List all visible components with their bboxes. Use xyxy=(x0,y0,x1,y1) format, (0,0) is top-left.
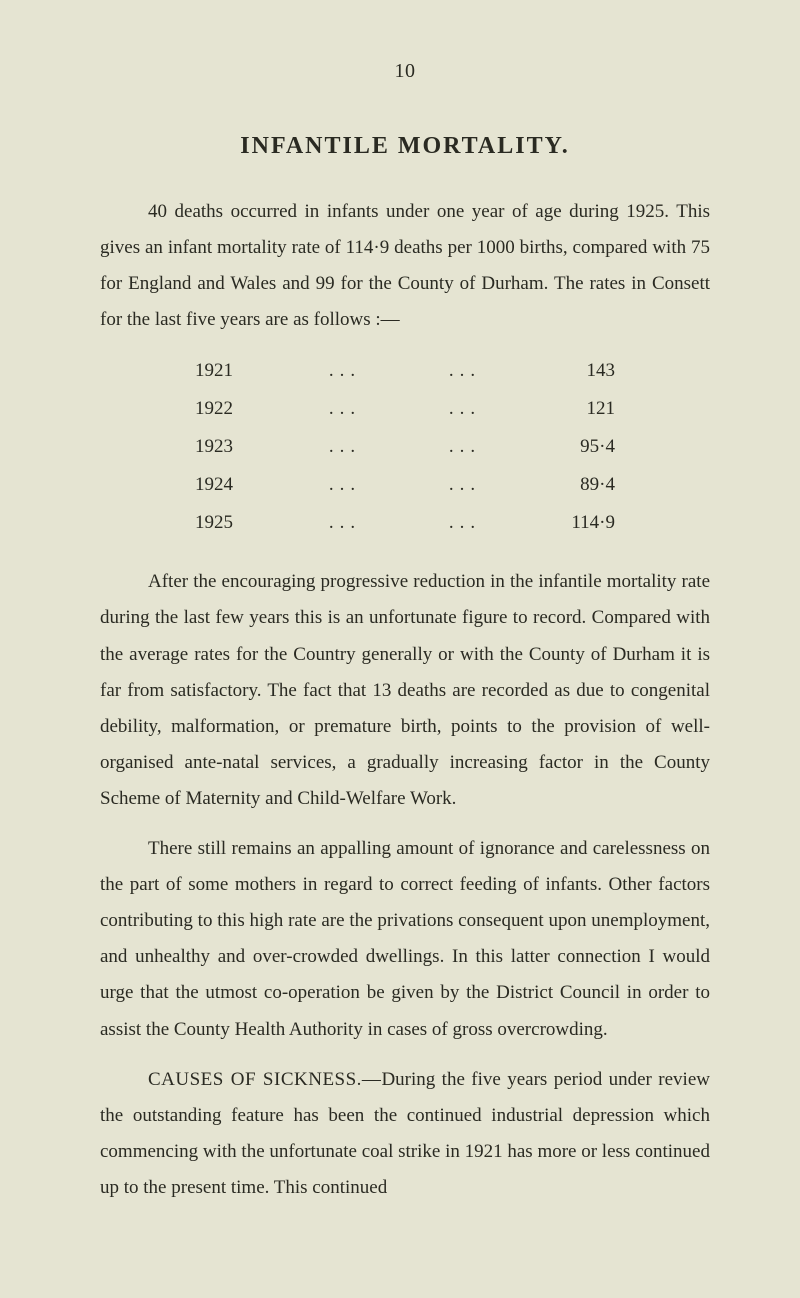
dots-cell: ... xyxy=(285,466,405,504)
document-page: 10 INFANTILE MORTALITY. 40 deaths occurr… xyxy=(0,0,800,1298)
value-cell: 89·4 xyxy=(525,466,615,504)
dots-cell: ... xyxy=(285,390,405,428)
value-cell: 143 xyxy=(525,352,615,390)
year-cell: 1924 xyxy=(195,466,285,504)
dots-cell: ... xyxy=(405,466,525,504)
mortality-rate-table: 1921 ... ... 143 1922 ... ... 121 1923 .… xyxy=(100,352,710,542)
paragraph-4: CAUSES OF SICKNESS.—During the five year… xyxy=(100,1062,710,1206)
dots-cell: ... xyxy=(285,428,405,466)
table-row: 1921 ... ... 143 xyxy=(100,352,710,390)
page-number: 10 xyxy=(100,60,710,83)
paragraph-1: 40 deaths occurred in infants under one … xyxy=(100,194,710,338)
paragraph-2: After the encouraging progressive reduct… xyxy=(100,564,710,817)
dots-cell: ... xyxy=(405,428,525,466)
value-cell: 121 xyxy=(525,390,615,428)
section-title: INFANTILE MORTALITY. xyxy=(100,133,710,160)
paragraph-3: There still remains an appalling amount … xyxy=(100,831,710,1048)
year-cell: 1925 xyxy=(195,504,285,542)
dots-cell: ... xyxy=(405,504,525,542)
table-row: 1925 ... ... 114·9 xyxy=(100,504,710,542)
table-row: 1922 ... ... 121 xyxy=(100,390,710,428)
year-cell: 1922 xyxy=(195,390,285,428)
dots-cell: ... xyxy=(285,352,405,390)
dots-cell: ... xyxy=(405,352,525,390)
dots-cell: ... xyxy=(405,390,525,428)
table-row: 1924 ... ... 89·4 xyxy=(100,466,710,504)
dots-cell: ... xyxy=(285,504,405,542)
causes-heading-runin: CAUSES OF SICKNESS.— xyxy=(148,1069,381,1090)
value-cell: 114·9 xyxy=(525,504,615,542)
value-cell: 95·4 xyxy=(525,428,615,466)
year-cell: 1921 xyxy=(195,352,285,390)
table-row: 1923 ... ... 95·4 xyxy=(100,428,710,466)
year-cell: 1923 xyxy=(195,428,285,466)
